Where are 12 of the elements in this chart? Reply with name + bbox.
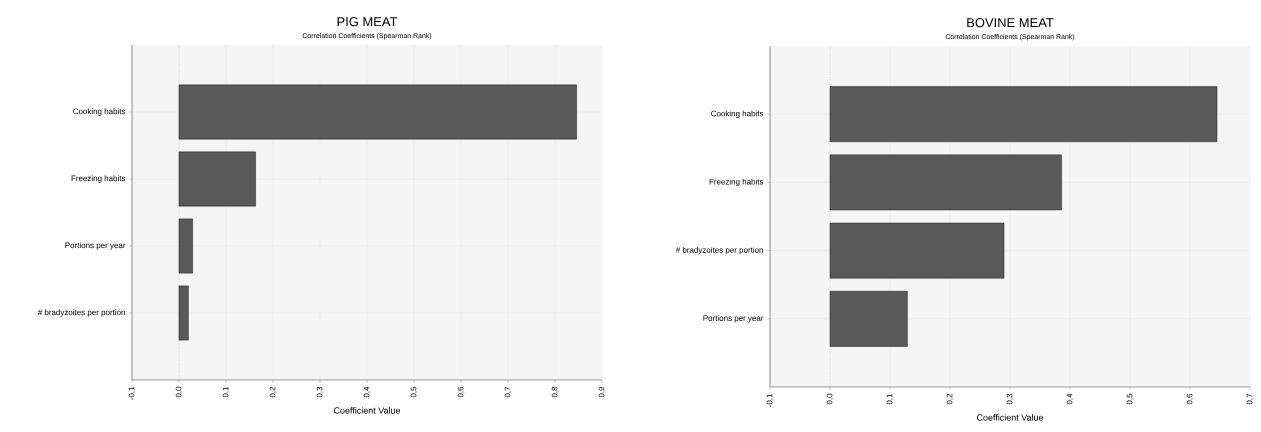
bar: [178, 84, 577, 140]
chart-title: PIG MEAT: [337, 17, 398, 27]
bar: [829, 222, 1005, 279]
x-axis-title: Coefficient Value: [976, 414, 1044, 421]
x-axis-title: Coefficient Value: [333, 407, 401, 414]
bar: [178, 285, 189, 341]
bar: [829, 154, 1062, 211]
bar: [829, 86, 1218, 143]
bar: [178, 151, 256, 207]
bar: [178, 218, 193, 274]
chart-title: BOVINE MEAT: [967, 18, 1054, 28]
bar: [829, 290, 908, 347]
